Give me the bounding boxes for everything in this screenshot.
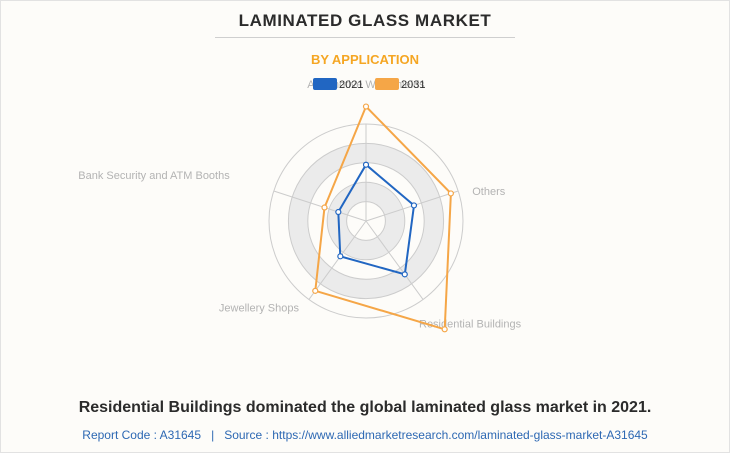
chart-subtitle: BY APPLICATION [310,52,420,67]
page-title: LAMINATED GLASS MARKET [238,11,492,30]
legend-label-2021: 2021 [339,79,363,91]
axis-spoke-2 [365,220,424,300]
legend-label-2031: 2031 [401,79,425,91]
data-point-2021-3 [337,253,344,260]
chart-caption: Residential Buildings dominated the glob… [78,399,652,416]
legend-swatch-2031 [375,78,399,90]
axis-label-4: Bank Security and ATM Booths [78,170,230,182]
data-point-2031-4 [321,204,328,211]
report-code: Report Code : A31645 [82,428,202,442]
axis-label-2: Residential Buildings [419,318,522,330]
data-point-2031-2 [441,326,448,333]
legend-swatch-2021 [313,78,337,90]
separator-bar: | [211,428,215,442]
axis-label-1: Others [472,186,506,198]
axis-spoke-4 [273,190,367,222]
axis-spoke-3 [308,220,367,300]
axis-label-3: Jewellery Shops [219,302,300,314]
data-point-2021-4 [335,208,342,216]
data-point-2031-3 [312,287,319,294]
separator-space [214,428,221,442]
data-point-2031-0 [362,103,370,110]
data-point-2021-1 [410,202,418,209]
series-line-2021 [337,163,416,276]
data-point-2021-2 [401,271,408,278]
report-source-line: Report Code : A31645 | Source : https://… [0,428,730,442]
source-link[interactable]: Source : https://www.alliedmarketresearc… [224,428,648,442]
series-line-2031 [314,104,452,331]
data-point-2031-1 [447,190,454,197]
data-point-2021-0 [362,161,370,168]
title-divider [215,37,515,38]
